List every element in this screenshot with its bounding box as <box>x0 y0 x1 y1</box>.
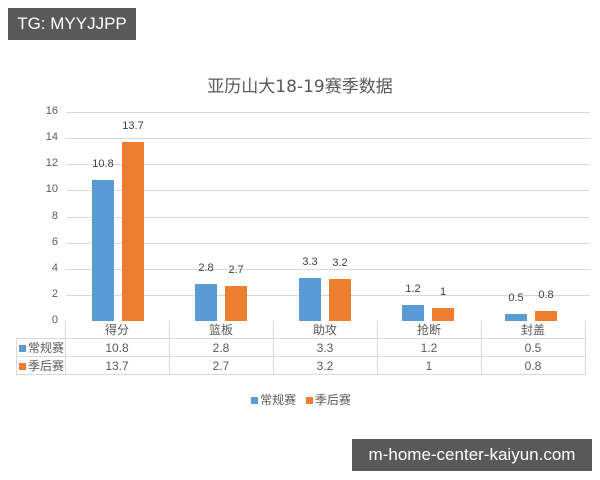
y-axis-tick-label: 6 <box>51 236 58 248</box>
data-cell: 3.2 <box>272 356 378 375</box>
y-axis-tick-label: 10 <box>45 183 58 195</box>
data-table-row-regular: 常规赛 10.8 2.8 3.3 1.2 0.5 <box>16 338 586 357</box>
data-cell: 3.3 <box>272 338 378 357</box>
data-cell: 1 <box>376 356 482 375</box>
data-cell: 0.8 <box>480 356 586 375</box>
gridline <box>66 190 590 191</box>
legend-label: 常规赛 <box>260 393 297 407</box>
data-cell: 10.8 <box>64 338 170 357</box>
gridline <box>66 269 590 270</box>
data-table-row-playoff: 季后赛 13.7 2.7 3.2 1 0.8 <box>16 356 586 375</box>
bar-regular[interactable] <box>92 180 114 321</box>
series-name: 常规赛 <box>28 341 65 355</box>
bar-value-label: 2.8 <box>198 262 214 274</box>
bar-playoff[interactable] <box>225 286 247 321</box>
gridline <box>66 295 590 296</box>
y-axis-tick-label: 4 <box>51 262 58 274</box>
data-cell: 13.7 <box>64 356 170 375</box>
category-label: 封盖 <box>480 321 586 339</box>
bar-playoff[interactable] <box>329 279 351 321</box>
bar-value-label: 0.8 <box>538 289 554 301</box>
gridline <box>66 112 590 113</box>
data-cell: 2.7 <box>168 356 274 375</box>
bar-value-label: 0.5 <box>508 292 524 304</box>
bar-playoff[interactable] <box>432 308 454 321</box>
legend-swatch-icon <box>19 344 26 352</box>
bar-value-label: 2.7 <box>228 264 244 276</box>
bar-regular[interactable] <box>402 305 424 321</box>
watermark-top: TG: MYYJJPP <box>8 8 136 40</box>
gridline <box>66 138 590 139</box>
bar-value-label: 1 <box>439 286 447 298</box>
category-label: 篮板 <box>168 321 274 339</box>
legend-item-playoff[interactable]: 季后赛 <box>304 391 351 408</box>
data-cell: 1.2 <box>376 338 482 357</box>
data-cell: 0.5 <box>480 338 586 357</box>
chart-title: 亚历山大18-19赛季数据 <box>207 77 393 97</box>
category-label: 助攻 <box>272 321 378 339</box>
series-name-cell: 季后赛 <box>16 356 66 375</box>
bar-value-label: 3.2 <box>332 257 348 269</box>
bar-value-label: 10.8 <box>92 158 114 170</box>
legend: 常规赛 季后赛 <box>0 391 600 408</box>
legend-swatch-icon <box>19 362 26 370</box>
y-axis-tick-label: 14 <box>45 131 58 143</box>
legend-item-regular[interactable]: 常规赛 <box>249 391 296 408</box>
category-label: 得分 <box>64 321 170 339</box>
gridline <box>66 243 590 244</box>
bar-value-label: 1.2 <box>405 283 421 295</box>
y-axis-tick-label: 8 <box>51 210 58 222</box>
data-table: 得分 篮板 助攻 抢断 封盖 常规赛 10.8 2.8 3.3 1.2 0.5 … <box>16 321 586 375</box>
y-axis-tick-label: 0 <box>51 314 58 326</box>
data-table-header-row: 得分 篮板 助攻 抢断 封盖 <box>17 321 586 339</box>
legend-swatch-icon <box>305 396 313 404</box>
category-label: 抢断 <box>376 321 482 339</box>
bar-playoff[interactable] <box>535 311 557 321</box>
bar-regular[interactable] <box>505 314 527 321</box>
gridline <box>66 217 590 218</box>
watermark-bottom: m-home-center-kaiyun.com <box>352 439 592 471</box>
y-axis-tick-label: 12 <box>45 157 58 169</box>
bar-value-label: 3.3 <box>302 256 318 268</box>
bar-regular[interactable] <box>195 284 217 321</box>
series-name-cell: 常规赛 <box>16 338 66 357</box>
bar-regular[interactable] <box>299 278 321 321</box>
data-table-corner <box>17 321 66 339</box>
legend-swatch-icon <box>251 396 259 404</box>
y-axis-tick-label: 16 <box>45 105 58 117</box>
y-axis-tick-label: 2 <box>51 288 58 300</box>
gridline <box>66 164 590 165</box>
series-name: 季后赛 <box>28 359 65 373</box>
bar-value-label: 13.7 <box>122 120 144 132</box>
bar-playoff[interactable] <box>122 142 144 321</box>
legend-label: 季后赛 <box>314 393 351 407</box>
data-cell: 2.8 <box>168 338 274 357</box>
